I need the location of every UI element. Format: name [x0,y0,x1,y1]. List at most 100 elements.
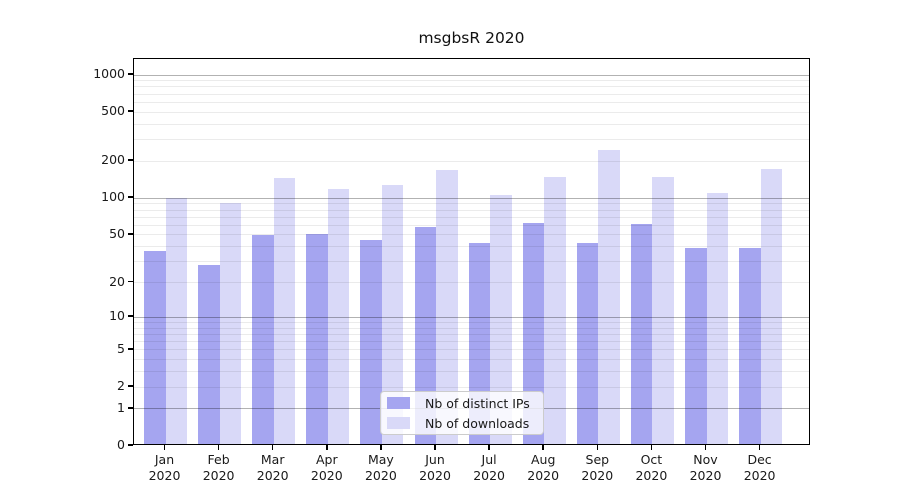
bar-downloads-jan [165,198,187,444]
y-tick-mark [128,315,133,317]
y-tick-label: 1000 [93,66,125,81]
x-tick-label-year: 2020 [364,467,397,483]
gridline-major [134,316,809,318]
gridline-minor [134,234,809,236]
bar-downloads-oct [652,176,674,444]
x-tick-label-month: Mar [260,452,285,467]
gridline-minor [134,349,809,351]
x-tick-label-year: 2020 [202,467,235,483]
gridline-minor [134,321,809,323]
legend-item-distinct-ips: Nb of distinct IPs [387,396,543,411]
bar-downloads-nov [706,192,728,444]
legend: Nb of distinct IPs Nb of downloads [380,391,544,435]
legend-swatch-distinct-ips [387,397,410,409]
x-tick-label: Nov 2020 [679,452,733,483]
bar-distinct-ips-jan [144,250,166,444]
x-tick-label: Apr 2020 [300,452,354,483]
x-tick-label-year: 2020 [635,467,668,483]
gridline-major [134,74,809,76]
x-tick-mark [542,445,544,450]
x-tick-mark [704,445,707,450]
x-tick-mark [488,445,490,450]
bar-downloads-feb [219,203,242,444]
bar-distinct-ips-jun [414,227,436,444]
x-tick-label: Dec 2020 [733,452,787,483]
x-tick-label: Jun 2020 [408,452,462,483]
legend-label-downloads: Nb of downloads [425,415,530,431]
bar-distinct-ips-aug [522,222,545,444]
gridline-minor [134,123,809,125]
y-tick-mark [128,348,133,350]
x-tick-label-month: Aug [530,452,556,467]
bar-distinct-ips-mar [252,234,274,444]
x-tick-label: Mar 2020 [246,452,300,483]
x-tick-label-month: Oct [640,452,663,467]
gridline-minor [134,101,809,103]
y-tick-label: 20 [109,273,125,289]
x-tick-mark [271,445,274,450]
y-tick-mark [128,385,133,387]
y-tick-label: 10 [109,308,125,324]
gridline-minor [134,216,809,218]
bar-distinct-ips-apr [306,233,328,444]
y-tick-mark [128,196,133,198]
y-tick-label: 0 [117,437,125,452]
gridline-major [134,197,809,199]
bar-downloads-jul [490,195,512,444]
x-tick-mark [758,445,761,450]
x-tick-label-month: Sep [585,452,610,467]
y-tick-mark [128,444,133,446]
x-tick-label: Oct 2020 [624,452,678,483]
y-tick-label: 50 [109,225,125,241]
gridline-minor [134,160,809,162]
gridline-minor [134,333,809,335]
x-tick-mark [163,445,166,450]
bar-distinct-ips-feb [198,265,220,444]
legend-item-downloads: Nb of downloads [387,416,543,431]
gridline-minor [134,224,809,226]
x-tick-mark [217,445,220,450]
x-tick-label-year: 2020 [527,467,560,483]
y-tick-label: 5 [117,340,125,356]
x-tick-mark [596,445,599,450]
x-tick-label: Aug 2020 [516,452,570,483]
bar-distinct-ips-oct [630,223,653,444]
y-tick-label: 100 [101,189,125,205]
legend-swatch-downloads [387,417,410,429]
gridline-minor [134,139,809,141]
y-tick-mark [128,233,133,235]
bar-distinct-ips-sep [576,242,599,444]
x-tick-label-year: 2020 [473,467,505,483]
chart-title: msgbsR 2020 [418,29,525,47]
x-tick-label: May 2020 [354,452,408,483]
x-tick-label-month: Jun [425,452,445,467]
y-tick-mark [128,407,133,409]
x-tick-label-year: 2020 [419,467,451,483]
y-tick-mark [128,110,133,112]
x-tick-label-month: May [367,452,394,467]
x-tick-label: Feb 2020 [192,452,246,483]
x-tick-mark [434,445,436,450]
gridline-minor [134,359,809,361]
gridline-minor [134,282,809,283]
gridline-minor [134,203,809,205]
x-tick-label-year: 2020 [581,467,614,483]
x-tick-label-month: Jan [154,452,175,467]
x-tick-label-year: 2020 [689,467,722,483]
x-tick-label: Jan 2020 [138,452,192,483]
gridline-minor [134,111,809,113]
x-tick-label-year: 2020 [743,467,776,483]
x-tick-label-year: 2020 [310,467,343,483]
y-tick-mark [128,73,133,75]
bar-downloads-dec [760,169,783,444]
y-tick-label: 500 [101,103,125,119]
y-tick-mark [128,280,133,283]
x-tick-label: Jul 2020 [462,452,516,483]
x-tick-label-year: 2020 [148,467,181,483]
bar-distinct-ips-nov [685,247,707,444]
gridline-minor [134,371,809,373]
x-tick-mark [650,445,653,450]
gridline-minor [134,246,809,248]
gridline-minor [134,341,809,342]
y-tick-label: 200 [101,152,125,168]
